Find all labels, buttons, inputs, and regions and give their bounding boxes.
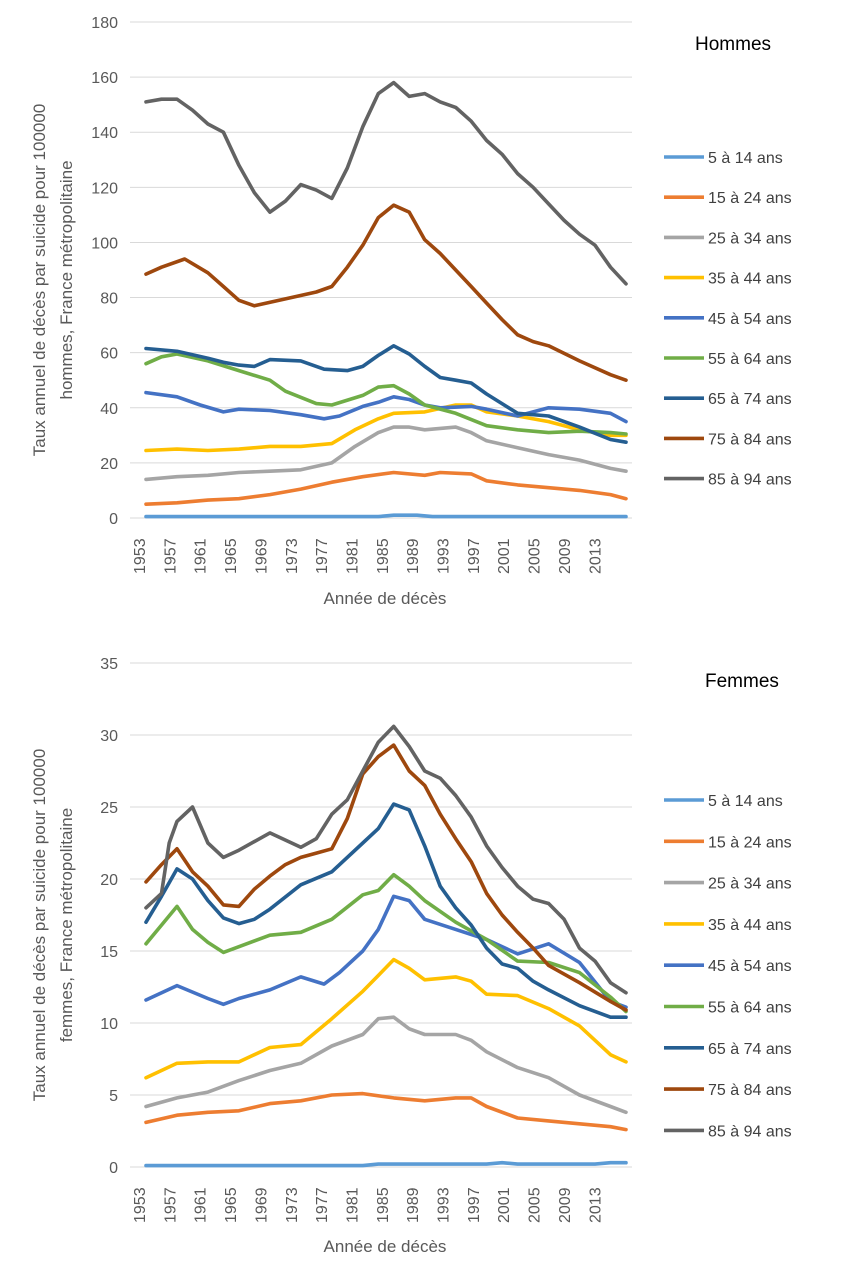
y-axis-title-line-2: hommes, France métropolitaine — [57, 160, 76, 399]
series-line-4 — [144, 894, 628, 1009]
x-tick-label: 1957 — [162, 538, 179, 574]
x-tick-label: 1981 — [344, 538, 361, 574]
y-axis-title-line-2: femmes, France métropolitaine — [57, 808, 76, 1042]
legend-label: 55 à 64 ans — [708, 1000, 792, 1017]
x-tick-label: 2009 — [557, 1187, 574, 1223]
x-tick-label: 1969 — [253, 538, 270, 574]
x-tick-label: 2001 — [496, 538, 513, 574]
x-tick-label: 2005 — [527, 538, 544, 574]
x-tick-label: 1977 — [314, 538, 331, 574]
series-line-8 — [144, 724, 628, 995]
series-line-6 — [144, 344, 628, 444]
x-tick-label: 1953 — [132, 538, 149, 574]
x-tick-label: 1969 — [253, 1187, 270, 1223]
x-tick-label: 1989 — [405, 1187, 422, 1223]
x-tick-label: 1997 — [466, 538, 483, 574]
y-tick-label: 30 — [100, 728, 118, 745]
x-tick-label: 1993 — [436, 1187, 453, 1223]
y-tick-label: 120 — [91, 180, 118, 197]
series-line-3 — [144, 957, 628, 1080]
y-tick-label: 40 — [100, 401, 118, 418]
x-tick-label: 2001 — [496, 1187, 513, 1223]
chart-panel-hommes: 0 20 40 60 80 100 120 140 160 180 1953 1957 1961 1965… — [30, 15, 792, 608]
series-line-3 — [144, 403, 628, 453]
y-tick-label: 180 — [91, 15, 118, 32]
y-tick-label: 20 — [100, 456, 118, 473]
series-line-8 — [144, 80, 628, 286]
series-line-7 — [144, 203, 628, 382]
chart-title: Femmes — [705, 671, 779, 692]
x-tick-label: 1953 — [132, 1187, 149, 1223]
series-line-6 — [144, 802, 628, 1019]
x-tick-label: 1965 — [223, 1187, 240, 1223]
legend-label: 85 à 94 ans — [708, 1123, 792, 1140]
y-tick-label: 140 — [91, 125, 118, 142]
x-axis-title: Année de décès — [324, 589, 447, 608]
y-tick-label: 35 — [100, 656, 118, 673]
series-line-4 — [144, 390, 628, 424]
legend-label: 25 à 34 ans — [708, 876, 792, 893]
x-tick-label: 1985 — [375, 1187, 392, 1223]
x-tick-label: 1977 — [314, 1187, 331, 1223]
legend-label: 65 à 74 ans — [708, 1041, 792, 1058]
y-axis-title-line-1: Taux annuel de décès par suicide pour 10… — [30, 749, 49, 1102]
legend-label: 35 à 44 ans — [708, 271, 792, 288]
legend-label: 45 à 54 ans — [708, 311, 792, 328]
legend-label: 65 à 74 ans — [708, 391, 792, 408]
y-tick-label: 60 — [100, 346, 118, 363]
legend-label: 75 à 84 ans — [708, 1082, 792, 1099]
legend-label: 15 à 24 ans — [708, 190, 792, 207]
x-tick-label: 1989 — [405, 538, 422, 574]
y-axis-title-line-1: Taux annuel de décès par suicide pour 10… — [30, 104, 49, 457]
series-line-5 — [144, 352, 628, 436]
series-line-1 — [144, 1091, 628, 1132]
x-tick-label: 1961 — [193, 1187, 210, 1223]
legend-label: 85 à 94 ans — [708, 472, 792, 489]
y-tick-label: 15 — [100, 944, 118, 961]
x-tick-label: 1985 — [375, 538, 392, 574]
legend-label: 75 à 84 ans — [708, 431, 792, 448]
x-tick-label: 1961 — [193, 538, 210, 574]
series-line-1 — [144, 470, 628, 506]
x-tick-label: 1981 — [344, 1187, 361, 1223]
legend-label: 15 à 24 ans — [708, 834, 792, 851]
chart-panel-femmes: 0 5 10 15 20 25 30 35 1953 1957 1961 1965 1969 1973 19… — [30, 656, 792, 1256]
series-line-2 — [144, 1015, 628, 1115]
legend-label: 45 à 54 ans — [708, 958, 792, 975]
series-line-5 — [144, 872, 628, 1014]
legend-label: 35 à 44 ans — [708, 917, 792, 934]
legend-label: 55 à 64 ans — [708, 351, 792, 368]
y-tick-label: 25 — [100, 800, 118, 817]
y-tick-label: 100 — [91, 235, 118, 252]
x-tick-label: 2013 — [587, 538, 604, 574]
series-line-0 — [144, 513, 628, 519]
x-tick-label: 1973 — [284, 538, 301, 574]
y-tick-label: 5 — [109, 1088, 118, 1105]
series-line-7 — [144, 743, 628, 1012]
y-tick-label: 20 — [100, 872, 118, 889]
x-tick-label: 1965 — [223, 538, 240, 574]
legend-label: 5 à 14 ans — [708, 150, 783, 167]
x-tick-label: 1993 — [436, 538, 453, 574]
series-line-2 — [144, 425, 628, 482]
x-tick-label: 1957 — [162, 1187, 179, 1223]
legend-label: 5 à 14 ans — [708, 793, 783, 810]
y-tick-label: 10 — [100, 1016, 118, 1033]
y-tick-label: 0 — [109, 1160, 118, 1177]
y-tick-label: 80 — [100, 291, 118, 308]
series-line-0 — [144, 1160, 628, 1168]
x-tick-label: 2009 — [557, 538, 574, 574]
x-tick-label: 1997 — [466, 1187, 483, 1223]
chart-title: Hommes — [695, 34, 771, 55]
legend-label: 25 à 34 ans — [708, 230, 792, 247]
y-tick-label: 0 — [109, 511, 118, 528]
x-axis-title: Année de décès — [324, 1237, 447, 1256]
y-tick-label: 160 — [91, 70, 118, 87]
x-tick-label: 1973 — [284, 1187, 301, 1223]
x-tick-label: 2013 — [587, 1187, 604, 1223]
x-tick-label: 2005 — [527, 1187, 544, 1223]
